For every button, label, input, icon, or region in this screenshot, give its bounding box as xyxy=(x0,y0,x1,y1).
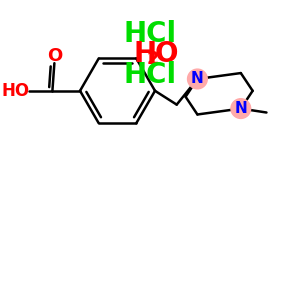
Text: HCl: HCl xyxy=(124,61,177,89)
Text: N: N xyxy=(191,71,204,86)
Text: H: H xyxy=(133,40,156,68)
Text: 2: 2 xyxy=(147,50,160,68)
Text: N: N xyxy=(234,101,247,116)
Text: O: O xyxy=(47,47,62,65)
Circle shape xyxy=(231,99,251,118)
Text: O: O xyxy=(155,40,178,68)
Text: HO: HO xyxy=(2,82,30,100)
Text: HCl: HCl xyxy=(124,20,177,48)
Circle shape xyxy=(188,69,207,89)
